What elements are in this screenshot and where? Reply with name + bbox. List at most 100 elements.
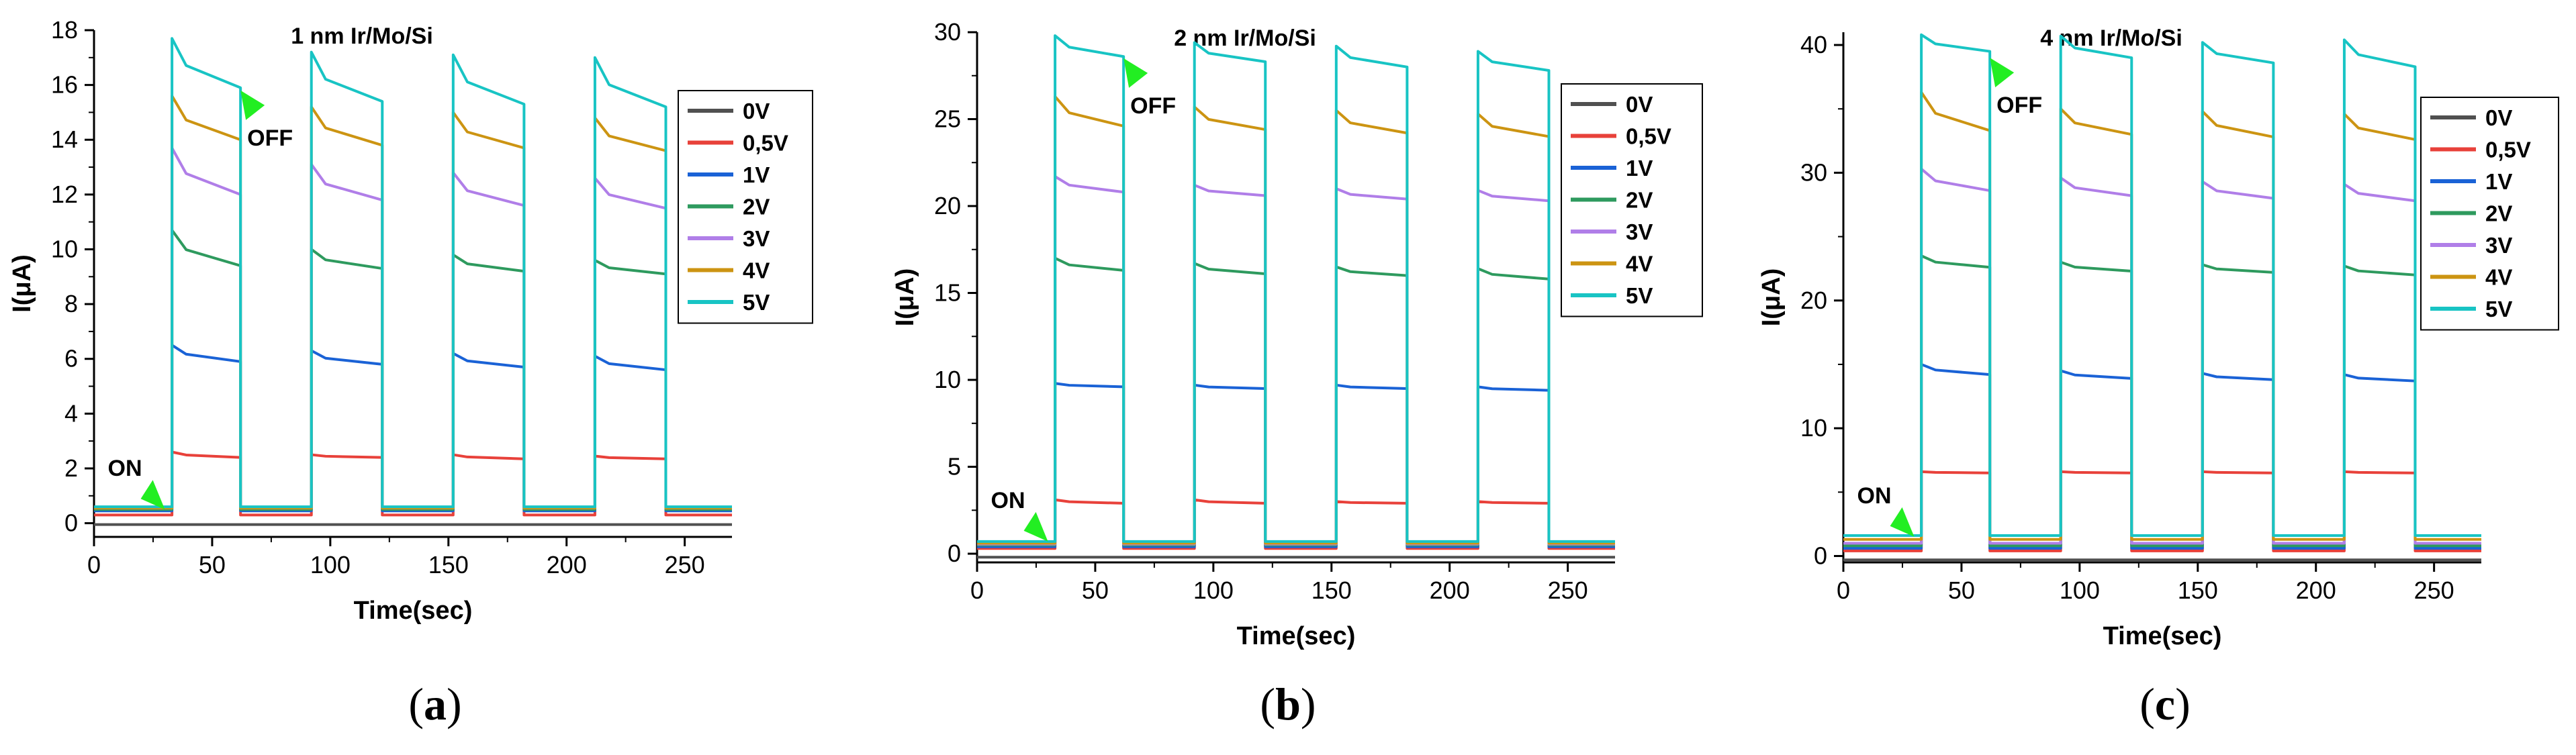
caption-a: (a)	[408, 678, 462, 729]
legend-label: 4V	[1626, 252, 1653, 276]
series-line-1v	[1843, 362, 2481, 550]
legend-label: 0,5V	[743, 131, 788, 156]
off-label: OFF	[1130, 93, 1176, 119]
on-arrow	[140, 480, 165, 510]
x-tick-label: 50	[1948, 576, 1975, 604]
legend-label: 0,5V	[2485, 138, 2531, 162]
x-tick-label: 150	[2178, 576, 2218, 604]
x-tick-label: 50	[1082, 576, 1109, 604]
legend-label: 5V	[1626, 283, 1653, 308]
legend-label: 4V	[2485, 265, 2512, 290]
legend-label: 1V	[1626, 156, 1653, 181]
y-tick-label: 10	[51, 235, 78, 262]
y-tick-label: 16	[51, 71, 78, 99]
y-tick-label: 0	[948, 540, 961, 567]
y-tick-label: 2	[64, 454, 78, 482]
off-arrow	[240, 90, 265, 120]
y-tick-label: 0	[64, 509, 78, 537]
y-tick-label: 25	[934, 105, 961, 133]
off-arrow	[1990, 58, 2015, 88]
off-label: OFF	[1996, 93, 2042, 118]
x-tick-label: 200	[2296, 576, 2336, 604]
series-line-3v	[977, 174, 1615, 546]
x-tick-label: 100	[2060, 576, 2100, 604]
y-tick-label: 4	[64, 399, 78, 427]
on-label: ON	[991, 488, 1025, 513]
series-line-5v	[1843, 33, 2481, 538]
x-tick-label: 0	[87, 551, 101, 578]
x-tick-label: 250	[1548, 576, 1588, 604]
legend-label: 3V	[1626, 219, 1653, 244]
x-axis-label: Time(sec)	[2103, 622, 2222, 650]
on-arrow	[1023, 511, 1048, 542]
x-tick-label: 100	[1193, 576, 1234, 604]
series-line-0-5v	[977, 498, 1615, 550]
y-axis-label: I(μA)	[891, 268, 919, 327]
legend-label: 3V	[2485, 233, 2512, 258]
series-line-4v	[977, 95, 1615, 545]
off-label: OFF	[247, 125, 293, 151]
y-tick-label: 18	[51, 16, 78, 44]
chart-panel-b: 0 50 100 150 200 250 0 5 10 15 20 25 30 Time(sec) I(μA…	[891, 18, 1703, 650]
x-tick-label: 100	[310, 551, 351, 578]
caption-c: (c)	[2140, 678, 2191, 729]
series-line-1v	[977, 382, 1615, 548]
legend-label: 5V	[743, 290, 770, 315]
legend-label: 2V	[2485, 201, 2512, 226]
y-axis-label: I(μA)	[8, 254, 36, 313]
legend-label: 1V	[743, 162, 770, 187]
y-tick-label: 30	[1800, 158, 1827, 186]
y-tick-label: 14	[51, 125, 78, 153]
series-line-5v	[94, 37, 732, 509]
legend-label: 0,5V	[1626, 124, 1671, 149]
x-tick-label: 200	[547, 551, 587, 578]
series-line-2v	[94, 228, 732, 511]
series-line-4v	[94, 94, 732, 510]
x-tick-label: 0	[970, 576, 984, 604]
y-tick-label: 30	[934, 18, 961, 46]
chart-title: 1 nm Ir/Mo/Si	[291, 23, 433, 49]
x-tick-label: 250	[665, 551, 705, 578]
legend-label: 3V	[743, 226, 770, 251]
series-line-4v	[1843, 91, 2481, 541]
y-tick-label: 12	[51, 181, 78, 208]
y-tick-label: 20	[1800, 287, 1827, 314]
legend-label: 0V	[1626, 92, 1653, 117]
legend-label: 4V	[743, 258, 770, 283]
y-tick-label: 8	[64, 290, 78, 317]
y-tick-label: 40	[1800, 31, 1827, 58]
series-line-5v	[977, 34, 1615, 543]
y-tick-label: 10	[934, 366, 961, 393]
legend-label: 5V	[2485, 297, 2512, 321]
y-tick-label: 5	[948, 453, 961, 481]
y-tick-label: 10	[1800, 414, 1827, 442]
legend-label: 2V	[743, 195, 770, 219]
legend-label: 0V	[2485, 105, 2512, 130]
series-line-0-5v	[1843, 470, 2481, 552]
x-tick-label: 0	[1837, 576, 1850, 604]
x-tick-label: 50	[199, 551, 226, 578]
y-tick-label: 6	[64, 345, 78, 372]
series-line-3v	[1843, 167, 2481, 545]
series-line-1v	[94, 344, 732, 513]
y-tick-label: 20	[934, 192, 961, 219]
series-line-2v	[1843, 254, 2481, 548]
x-tick-label: 200	[1430, 576, 1470, 604]
x-axis-label: Time(sec)	[1237, 622, 1356, 650]
on-arrow	[1890, 507, 1915, 537]
x-tick-label: 150	[428, 551, 469, 578]
y-tick-label: 15	[934, 279, 961, 307]
chart-panel-a: 0 50 100 150 200 250 0 2 4 6 8 10 12 14 16 18 Time(sec) I…	[8, 16, 813, 625]
chart-panel-c: 0 50 100 150 200 250010203040Time(sec)I(μA)4 …	[1757, 26, 2559, 650]
y-axis-label: I(μA)	[1757, 268, 1786, 327]
x-tick-label: 250	[2414, 576, 2454, 604]
y-tick-label: 0	[1814, 542, 1827, 569]
legend-label: 2V	[1626, 188, 1653, 213]
on-label: ON	[108, 456, 142, 481]
x-axis-label: Time(sec)	[354, 597, 473, 625]
x-tick-label: 150	[1312, 576, 1352, 604]
off-arrow	[1123, 58, 1148, 88]
chart-title: 2 nm Ir/Mo/Si	[1174, 26, 1316, 51]
legend-label: 0V	[743, 99, 770, 123]
